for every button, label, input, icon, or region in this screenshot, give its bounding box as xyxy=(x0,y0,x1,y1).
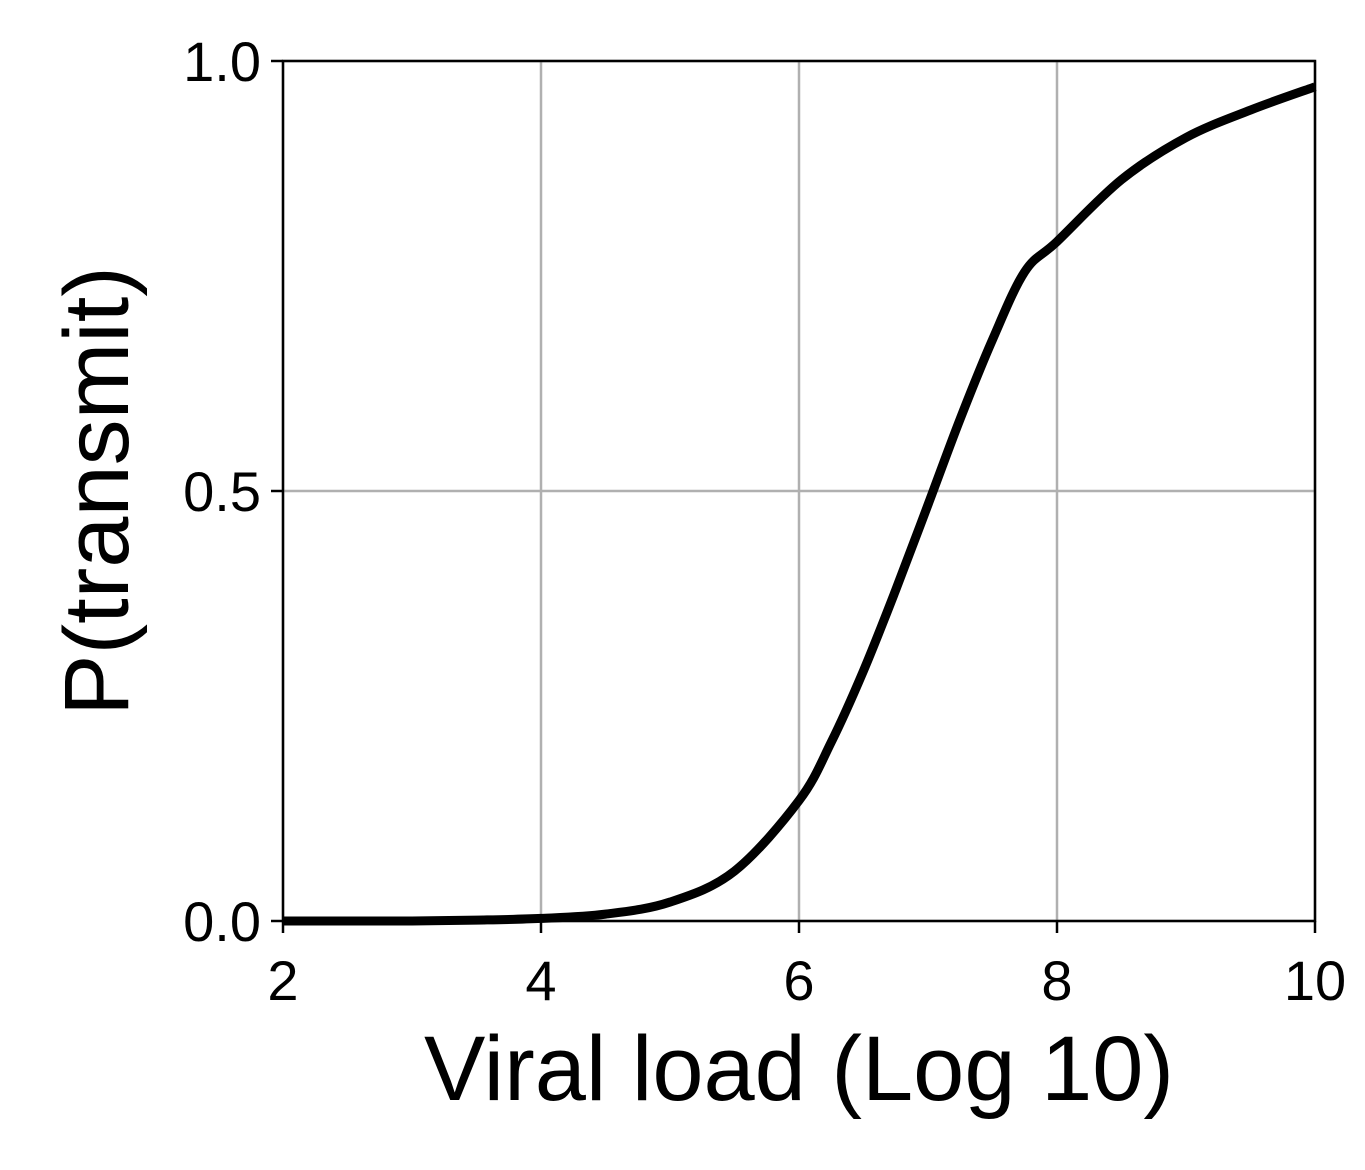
x-tick-label: 4 xyxy=(525,949,556,1012)
x-axis-label: Viral load (Log 10) xyxy=(424,1018,1174,1120)
y-tick-label: 0.0 xyxy=(183,890,261,953)
series-layer xyxy=(283,82,1317,926)
series-line xyxy=(283,82,1317,926)
x-tick-label: 8 xyxy=(1041,949,1072,1012)
y-tick-label: 1.0 xyxy=(183,30,261,93)
y-tick-label: 0.5 xyxy=(183,460,261,523)
x-tick-label: 6 xyxy=(783,949,814,1012)
x-axis: 2 4 6 8 10 xyxy=(267,921,1346,1012)
x-tick-label: 10 xyxy=(1284,949,1346,1012)
y-axis: 0.0 0.5 1.0 xyxy=(183,30,283,953)
x-tick-label: 2 xyxy=(267,949,298,1012)
y-axis-label: P(transmit) xyxy=(46,266,148,716)
